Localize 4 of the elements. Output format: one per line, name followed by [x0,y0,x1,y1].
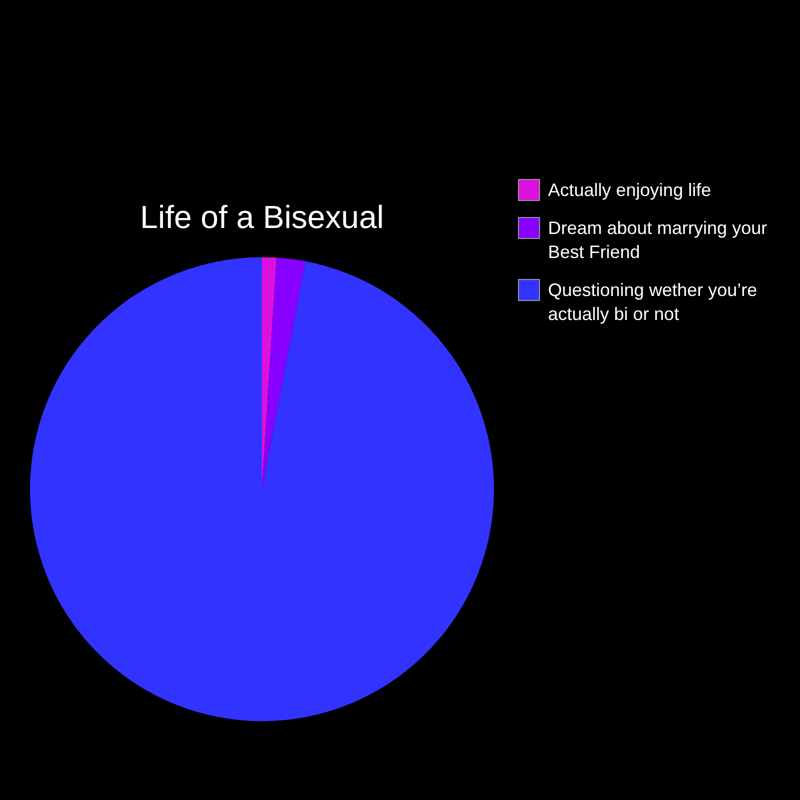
legend-label: Questioning wether you’re actually bi or not [548,279,758,326]
legend-label: Actually enjoying life [548,179,712,202]
legend-label: Dream about marrying your Best Friend [548,217,768,264]
text: Life of a Bisexual [140,199,384,236]
